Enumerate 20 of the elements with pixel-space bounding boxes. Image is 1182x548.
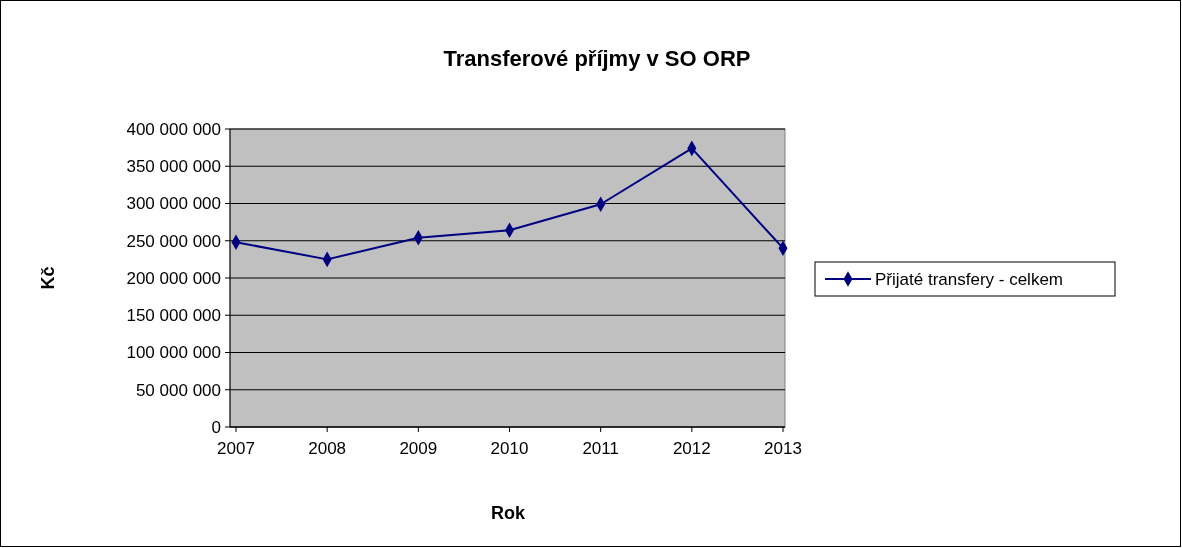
x-tick-label: 2009 [399, 439, 438, 458]
y-tick-label: 250 000 000 [126, 231, 221, 251]
x-tick-label: 2012 [672, 439, 711, 458]
x-tick-label: 2007 [217, 439, 255, 458]
x-tick-label: 2013 [764, 439, 802, 458]
y-axis-title: Kč [38, 266, 58, 290]
y-tick-label: 350 000 000 [126, 157, 221, 177]
y-tick-label: 50 000 000 [135, 380, 221, 400]
y-tick-label: 0 [211, 417, 221, 437]
x-tick-label: 2008 [308, 439, 347, 458]
legend-label: Přijaté transfery - celkem [875, 269, 1063, 289]
y-tick-label: 300 000 000 [126, 194, 221, 214]
chart-title: Transferové příjmy v SO ORP [443, 46, 751, 71]
y-tick-label: 400 000 000 [126, 119, 221, 139]
y-tick-label: 200 000 000 [126, 268, 221, 288]
x-axis-title: Rok [490, 503, 526, 523]
y-tick-label: 100 000 000 [126, 343, 221, 363]
y-tick-label: 150 000 000 [126, 306, 221, 326]
x-tick-label: 2010 [490, 439, 529, 458]
x-tick-label: 2011 [582, 439, 619, 458]
